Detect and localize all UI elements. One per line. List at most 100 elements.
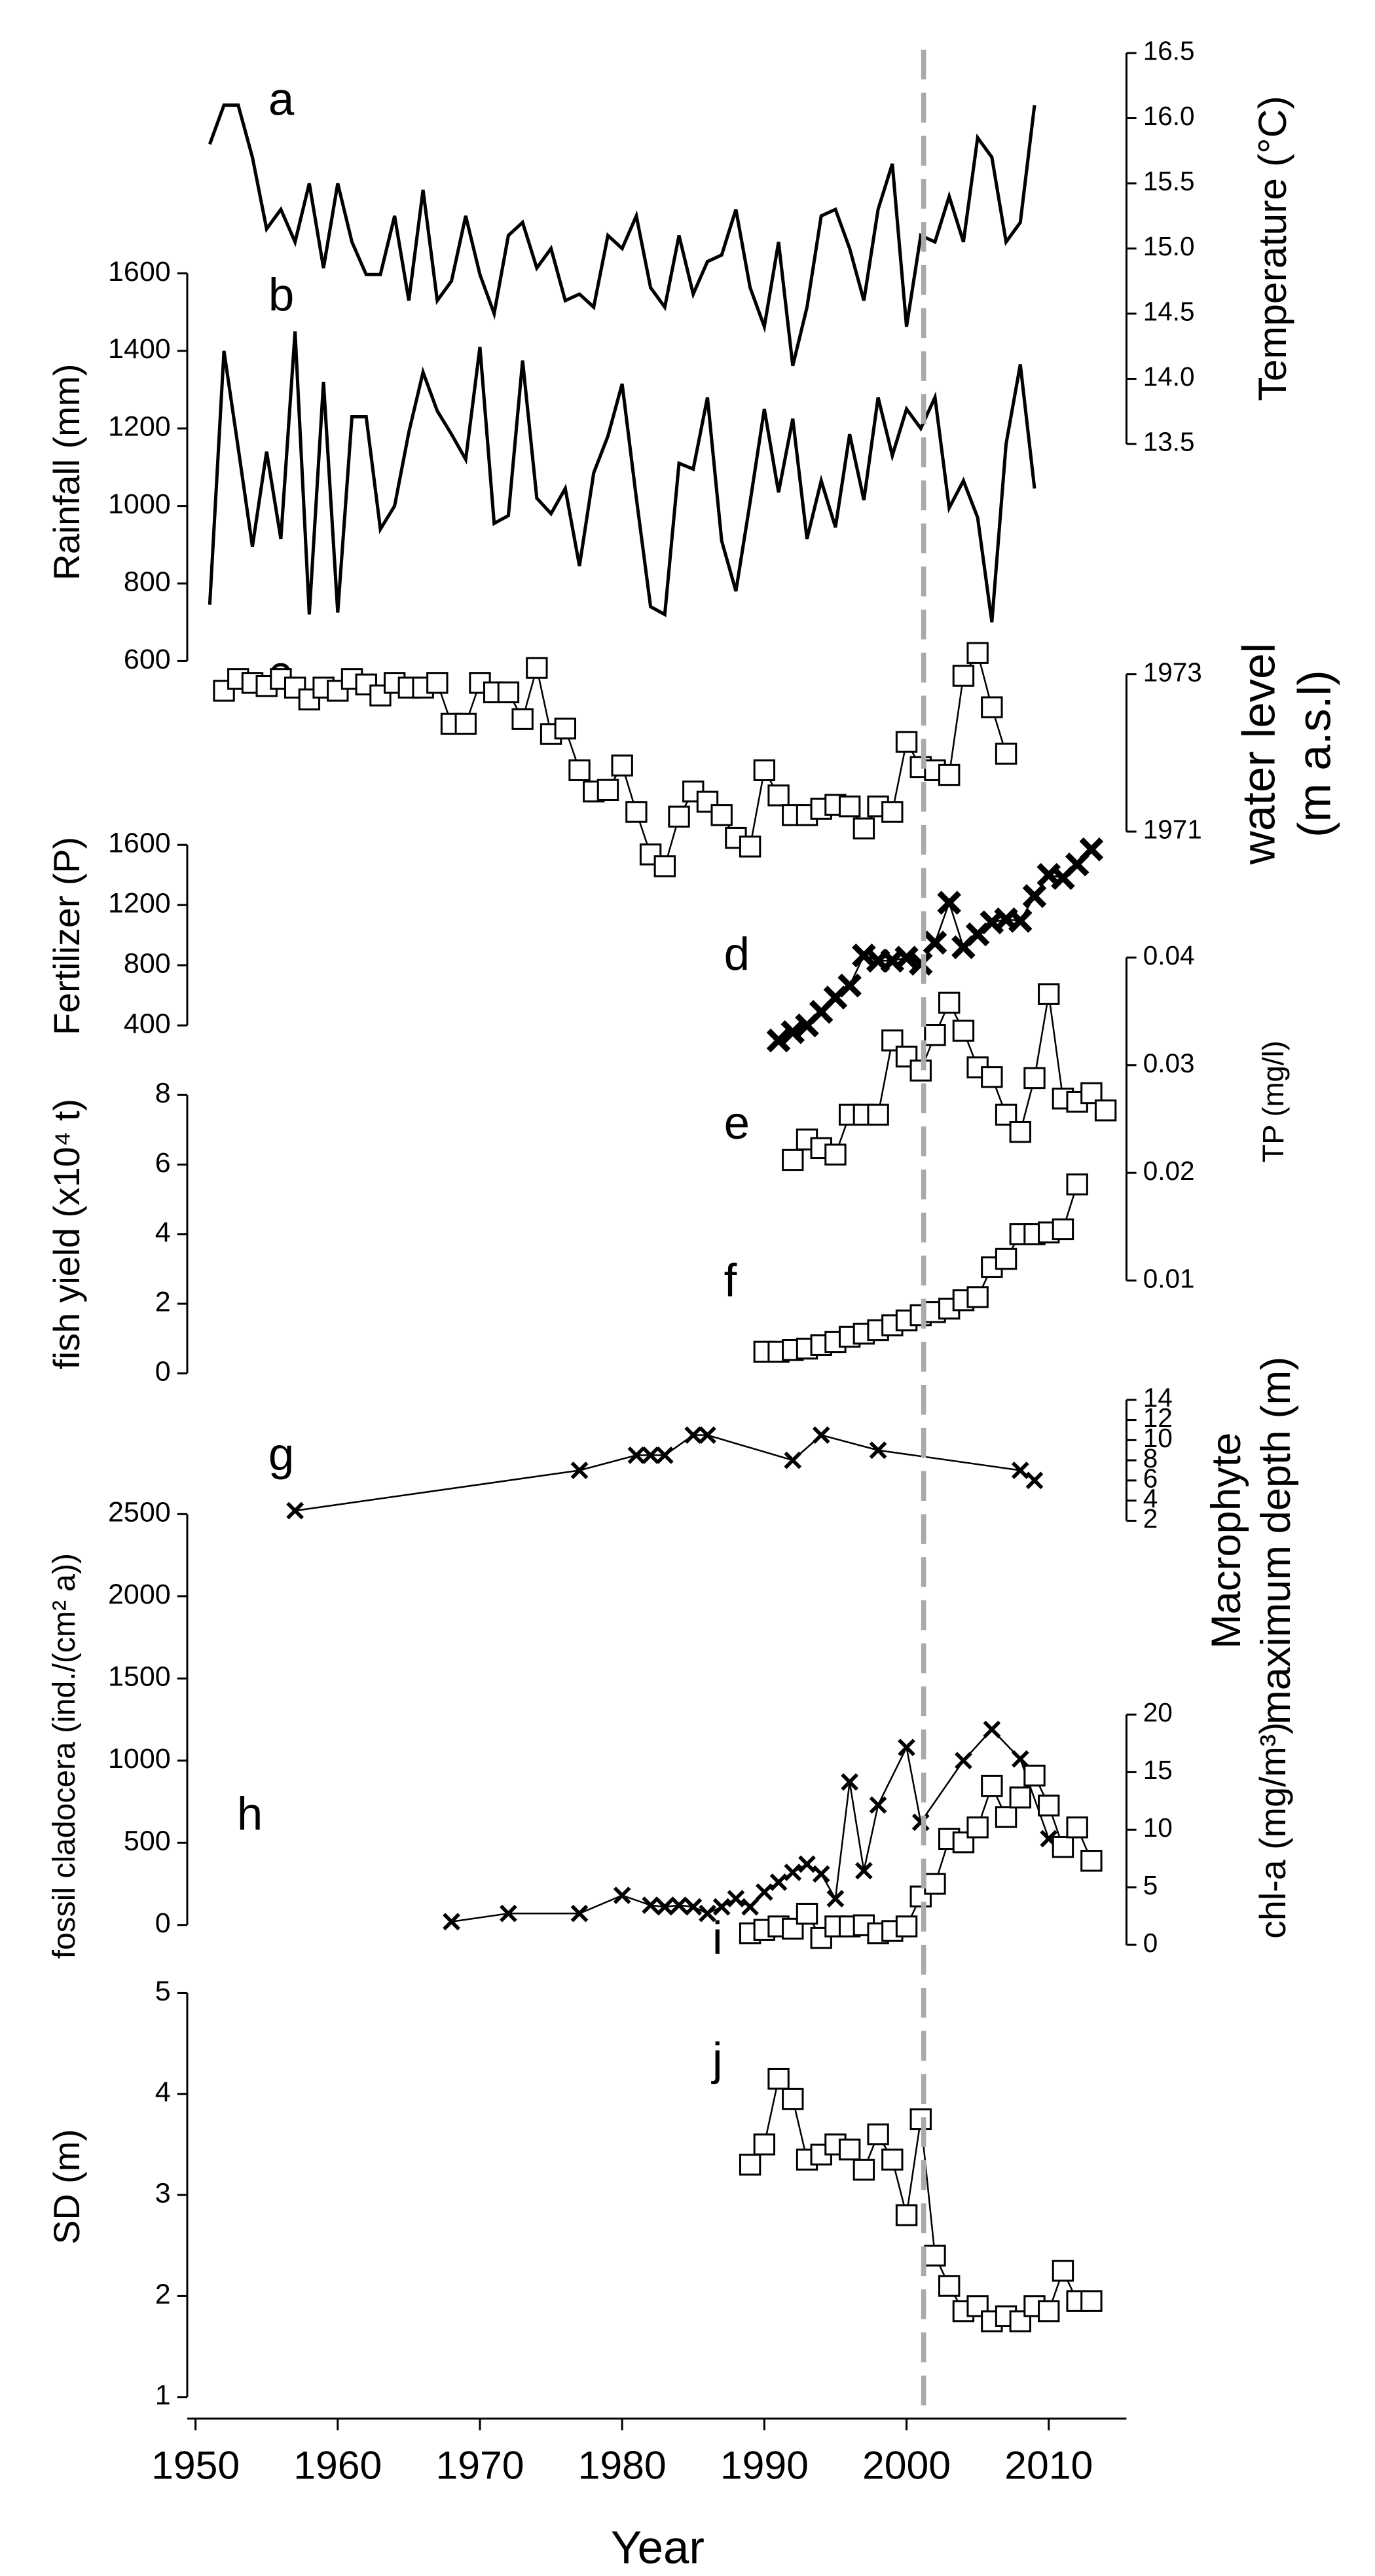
y-tick-label: 400 [124, 1008, 171, 1039]
square-marker [952, 665, 975, 687]
x-marker [699, 1426, 716, 1444]
square-marker [710, 804, 733, 826]
y-axis-label: Fertilizer (P) [46, 837, 87, 1035]
x-marker [1011, 1462, 1029, 1479]
x-marker [727, 1890, 745, 1907]
square-marker [454, 712, 477, 735]
x-marker [642, 1896, 659, 1914]
square-marker [568, 759, 591, 781]
square-marker [838, 795, 861, 818]
square-marker [1080, 1850, 1103, 1872]
square-marker [981, 1066, 1003, 1088]
panel-label: d [724, 929, 750, 980]
square-marker [981, 1775, 1003, 1797]
square-marker [1023, 1764, 1046, 1787]
square-marker [796, 1902, 818, 1925]
y-tick-label: 16.0 [1143, 101, 1195, 131]
y-axis-label: Temperature (°C) [1250, 96, 1294, 401]
x-marker [869, 1796, 887, 1814]
x-tick-label: 2000 [862, 2443, 951, 2488]
y-axis-label: fish yield (x10⁴ t) [46, 1099, 87, 1370]
y-tick-label: 1000 [108, 1743, 171, 1775]
y-tick-label: 0.03 [1143, 1048, 1195, 1078]
x-marker [1011, 1750, 1029, 1768]
square-marker [938, 2275, 961, 2297]
y-tick-label: 6 [155, 1147, 171, 1179]
x-marker [812, 1426, 830, 1444]
data-line [764, 1184, 1078, 1353]
x-marker [655, 1446, 674, 1464]
square-marker [298, 688, 321, 710]
x-marker [443, 1913, 460, 1931]
x-marker [766, 1028, 791, 1053]
y-tick-label: 12 [1143, 1403, 1173, 1433]
y-tick-label: 10 [1143, 1812, 1173, 1843]
y-tick-label: 15 [1143, 1755, 1173, 1785]
square-marker [881, 801, 904, 823]
y-tick-label: 2 [1143, 1503, 1158, 1534]
square-marker [938, 764, 961, 786]
y-tick-label: 14.0 [1143, 361, 1195, 392]
y-tick-label: 1600 [108, 828, 171, 859]
y-tick-label: 1 [155, 2380, 171, 2411]
y-tick-label: 6 [1143, 1463, 1158, 1494]
square-marker [753, 759, 776, 781]
y-tick-label: 1600 [108, 256, 171, 287]
x-marker [798, 1855, 816, 1873]
x-marker [755, 1883, 773, 1901]
y-tick-label: 1971 [1143, 815, 1202, 845]
y-axis-label: (m a.s.l) [1289, 670, 1341, 837]
x-marker [769, 1873, 788, 1891]
square-marker [966, 1816, 989, 1839]
x-marker [784, 1864, 802, 1881]
square-marker [1052, 1218, 1074, 1241]
square-marker [1052, 1835, 1074, 1858]
y-tick-label: 16.5 [1143, 36, 1195, 66]
y-tick-label: 5 [155, 1976, 171, 2007]
square-marker [1009, 1120, 1031, 1143]
x-marker [655, 1898, 674, 1916]
square-marker [497, 681, 520, 704]
y-tick-label: 1500 [108, 1661, 171, 1693]
square-marker [924, 1873, 946, 1895]
x-marker [855, 1862, 873, 1880]
y-tick-label: 800 [124, 948, 171, 979]
y-tick-label: 0 [155, 1356, 171, 1388]
x-marker [627, 1446, 646, 1464]
y-axis-label: fossil cladocera (ind./(cm² a)) [46, 1553, 82, 1959]
y-axis-label: TP (mg/l) [1256, 1040, 1290, 1162]
y-axis-label: SD (m) [46, 2129, 87, 2244]
square-marker [895, 731, 918, 753]
y-tick-label: 1000 [108, 488, 171, 520]
x-marker [570, 1462, 589, 1479]
x-marker [1025, 1471, 1044, 1490]
y-axis-label: water level [1234, 643, 1285, 866]
square-marker [1080, 2290, 1103, 2312]
panel-label: b [268, 269, 294, 321]
x-tick-label: 1990 [720, 2443, 809, 2488]
y-tick-label: 5 [1143, 1870, 1158, 1900]
square-marker [895, 2204, 918, 2226]
square-marker [1066, 1173, 1088, 1196]
x-marker [699, 1904, 716, 1923]
x-marker [286, 1501, 304, 1520]
square-marker [668, 805, 690, 828]
square-marker [782, 2088, 804, 2110]
square-marker [924, 1023, 946, 1046]
data-line [295, 1434, 1035, 1512]
x-marker [898, 1739, 915, 1757]
data-line [792, 993, 1107, 1161]
x-marker [684, 1426, 703, 1444]
square-marker [1009, 1786, 1031, 1809]
panel-label: a [268, 74, 295, 126]
square-marker [611, 754, 633, 777]
y-tick-label: 15.5 [1143, 166, 1195, 196]
y-tick-label: 4 [1143, 1483, 1158, 1513]
x-marker [894, 946, 919, 970]
y-tick-label: 2000 [108, 1579, 171, 1610]
square-marker [867, 1319, 889, 1342]
y-tick-label: 14.5 [1143, 297, 1195, 327]
y-axis-label: maximum depth (m) [1253, 1357, 1299, 1725]
y-tick-label: 2500 [108, 1497, 171, 1528]
